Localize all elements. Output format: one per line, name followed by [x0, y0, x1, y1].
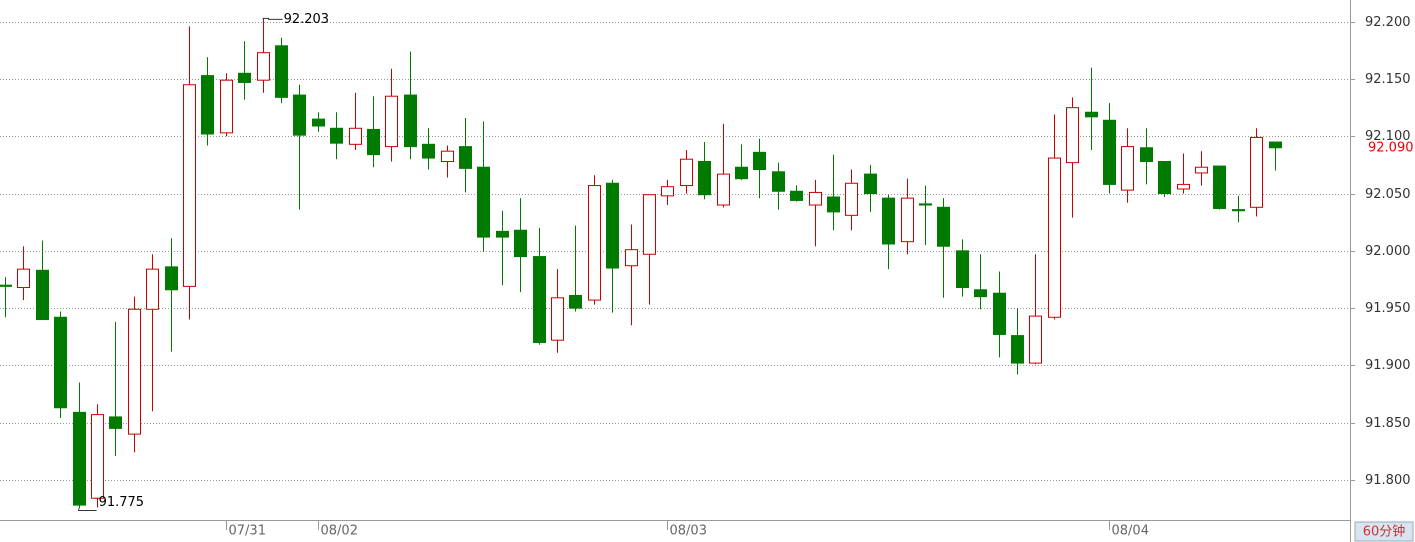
candle-body	[201, 75, 214, 135]
y-tick-label: 92.150	[1365, 72, 1411, 87]
candle-body	[533, 256, 546, 343]
candle-body	[735, 166, 748, 180]
candle-body	[1029, 315, 1042, 364]
candle-body	[1269, 141, 1282, 149]
candle-body	[717, 173, 730, 206]
candle-body	[1158, 160, 1171, 195]
candle-body	[1066, 107, 1079, 164]
candle-body	[974, 289, 987, 298]
candle-body	[809, 191, 822, 206]
y-tick-label: 92.200	[1365, 15, 1411, 30]
candle-body	[109, 416, 122, 429]
candle-body	[238, 72, 251, 83]
y-tick-label: 92.000	[1365, 244, 1411, 259]
candle-body	[146, 268, 159, 310]
candle-body	[551, 297, 564, 341]
candle-body	[1140, 147, 1153, 162]
candle-body	[496, 230, 509, 238]
candle-body	[367, 128, 380, 156]
candle-body	[956, 250, 969, 288]
candle-body	[54, 316, 67, 409]
x-tick-label: 08/02	[321, 524, 358, 539]
candle-body	[73, 411, 86, 506]
candle-body	[293, 94, 306, 136]
candle-body	[1213, 165, 1226, 209]
candle-body	[1103, 119, 1116, 185]
candle-body	[257, 52, 270, 81]
candle-body	[845, 182, 858, 216]
candle-body	[625, 249, 638, 267]
candle-body	[1121, 146, 1134, 191]
x-tick-label: 07/31	[229, 524, 266, 539]
candle-body	[165, 266, 178, 291]
candle-body	[91, 414, 104, 499]
candle-body	[1085, 111, 1098, 118]
candle-body	[937, 206, 950, 247]
candle-body	[1250, 136, 1263, 208]
candle-body	[275, 45, 288, 98]
candle-body	[772, 171, 785, 192]
candle-body	[312, 118, 325, 127]
last-price-label: 92.090	[1368, 140, 1414, 155]
candle-body	[441, 150, 454, 162]
y-tick-label: 91.900	[1365, 358, 1411, 373]
candle-body	[514, 229, 527, 258]
candle-body	[36, 269, 49, 321]
candle-body	[827, 196, 840, 213]
candle-body	[1011, 335, 1024, 364]
candle-body	[1177, 183, 1190, 190]
x-tick-label: 08/03	[670, 524, 707, 539]
x-tick-label: 08/04	[1112, 524, 1149, 539]
candle-body	[993, 292, 1006, 335]
candle-body	[17, 268, 30, 288]
candle-body	[919, 203, 932, 206]
candle-body	[385, 95, 398, 148]
candle-body	[588, 185, 601, 301]
y-tick-label: 92.100	[1365, 129, 1411, 144]
y-tick-label: 92.050	[1365, 187, 1411, 202]
candle-body	[882, 197, 895, 245]
candle-body	[643, 194, 656, 255]
candle-body	[128, 308, 141, 435]
candle-body	[349, 127, 362, 145]
candle-body	[220, 79, 233, 134]
candle-body	[183, 84, 196, 287]
y-tick-label: 91.800	[1365, 473, 1411, 488]
period-box	[1354, 521, 1414, 542]
period-label: 60分钟	[1363, 524, 1406, 540]
candle-body	[680, 158, 693, 187]
candle-body	[422, 143, 435, 159]
min-marker	[78, 508, 97, 512]
candle-body	[606, 182, 619, 269]
max-marker	[262, 17, 283, 20]
candle-body	[901, 197, 914, 243]
y-tick-label: 91.950	[1365, 301, 1411, 316]
candle-body	[753, 151, 766, 171]
candle-body	[698, 160, 711, 196]
max-label: 92.203	[284, 12, 330, 27]
candle-body	[661, 186, 674, 197]
candle-body	[404, 94, 417, 148]
min-label: 91.775	[99, 495, 145, 510]
candle-body	[790, 190, 803, 201]
candle-body	[459, 146, 472, 169]
candle-body	[1048, 157, 1061, 318]
candle-body	[1232, 209, 1245, 212]
candle-body	[864, 173, 877, 195]
candle-body	[0, 284, 12, 287]
candle-body	[477, 166, 490, 238]
y-tick-label: 91.850	[1365, 416, 1411, 431]
candle-body	[1195, 166, 1208, 174]
candle-body	[330, 127, 343, 144]
candle-body	[569, 295, 582, 309]
